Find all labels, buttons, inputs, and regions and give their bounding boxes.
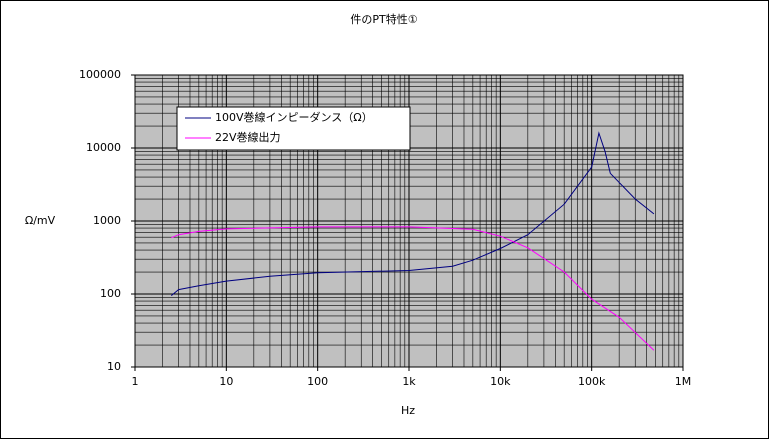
x-tick-label: 10: [219, 375, 233, 388]
series-line: [171, 226, 655, 351]
chart-title: 件のPT特性①: [350, 12, 417, 26]
legend-label: 22V巻線出力: [215, 130, 281, 144]
x-axis-label: Hz: [401, 404, 415, 417]
x-tick-label: 1M: [675, 375, 692, 388]
x-tick-label: 1k: [402, 375, 416, 388]
x-tick-label: 10k: [490, 375, 511, 388]
legend-box: [176, 106, 411, 151]
y-tick-label: 1000: [93, 214, 121, 227]
y-axis-label: Ω/mV: [25, 214, 56, 227]
x-tick-label: 1: [132, 375, 139, 388]
legend-label: 100V巻線インピーダンス（Ω）: [215, 110, 373, 124]
y-tick-label: 100000: [79, 68, 121, 81]
y-tick-label: 10000: [86, 141, 121, 154]
y-tick-label: 10: [107, 360, 121, 373]
y-tick-label: 100: [100, 287, 121, 300]
x-tick-label: 100k: [578, 375, 606, 388]
series-line: [170, 131, 655, 296]
x-tick-label: 100: [307, 375, 328, 388]
